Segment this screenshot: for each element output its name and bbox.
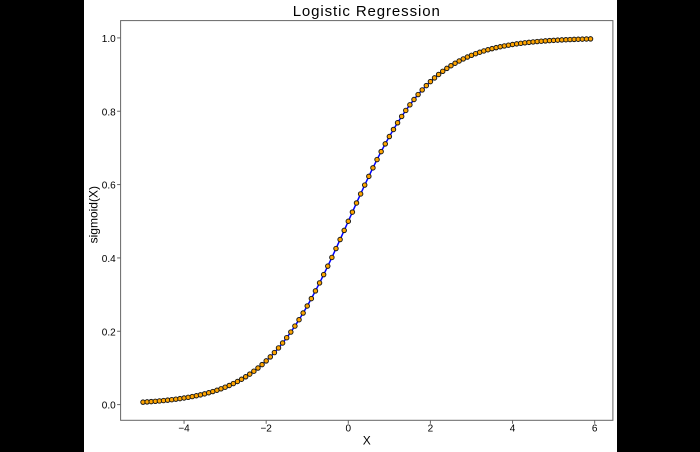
svg-text:0.0: 0.0 <box>102 401 116 412</box>
svg-text:6: 6 <box>592 424 598 435</box>
svg-text:0.6: 0.6 <box>102 181 116 192</box>
svg-text:0.8: 0.8 <box>102 107 116 118</box>
svg-text:0: 0 <box>346 424 352 435</box>
svg-text:1.0: 1.0 <box>102 34 116 45</box>
svg-text:4: 4 <box>510 424 516 435</box>
svg-text:0.2: 0.2 <box>102 327 116 338</box>
svg-text:−4: −4 <box>178 424 190 435</box>
svg-text:Logistic Regression: Logistic Regression <box>293 3 441 20</box>
svg-text:−2: −2 <box>260 424 272 435</box>
svg-text:0.4: 0.4 <box>102 254 116 265</box>
svg-text:X: X <box>363 434 371 448</box>
svg-text:sigmoid(X): sigmoid(X) <box>87 186 101 243</box>
svg-text:2: 2 <box>428 424 434 435</box>
